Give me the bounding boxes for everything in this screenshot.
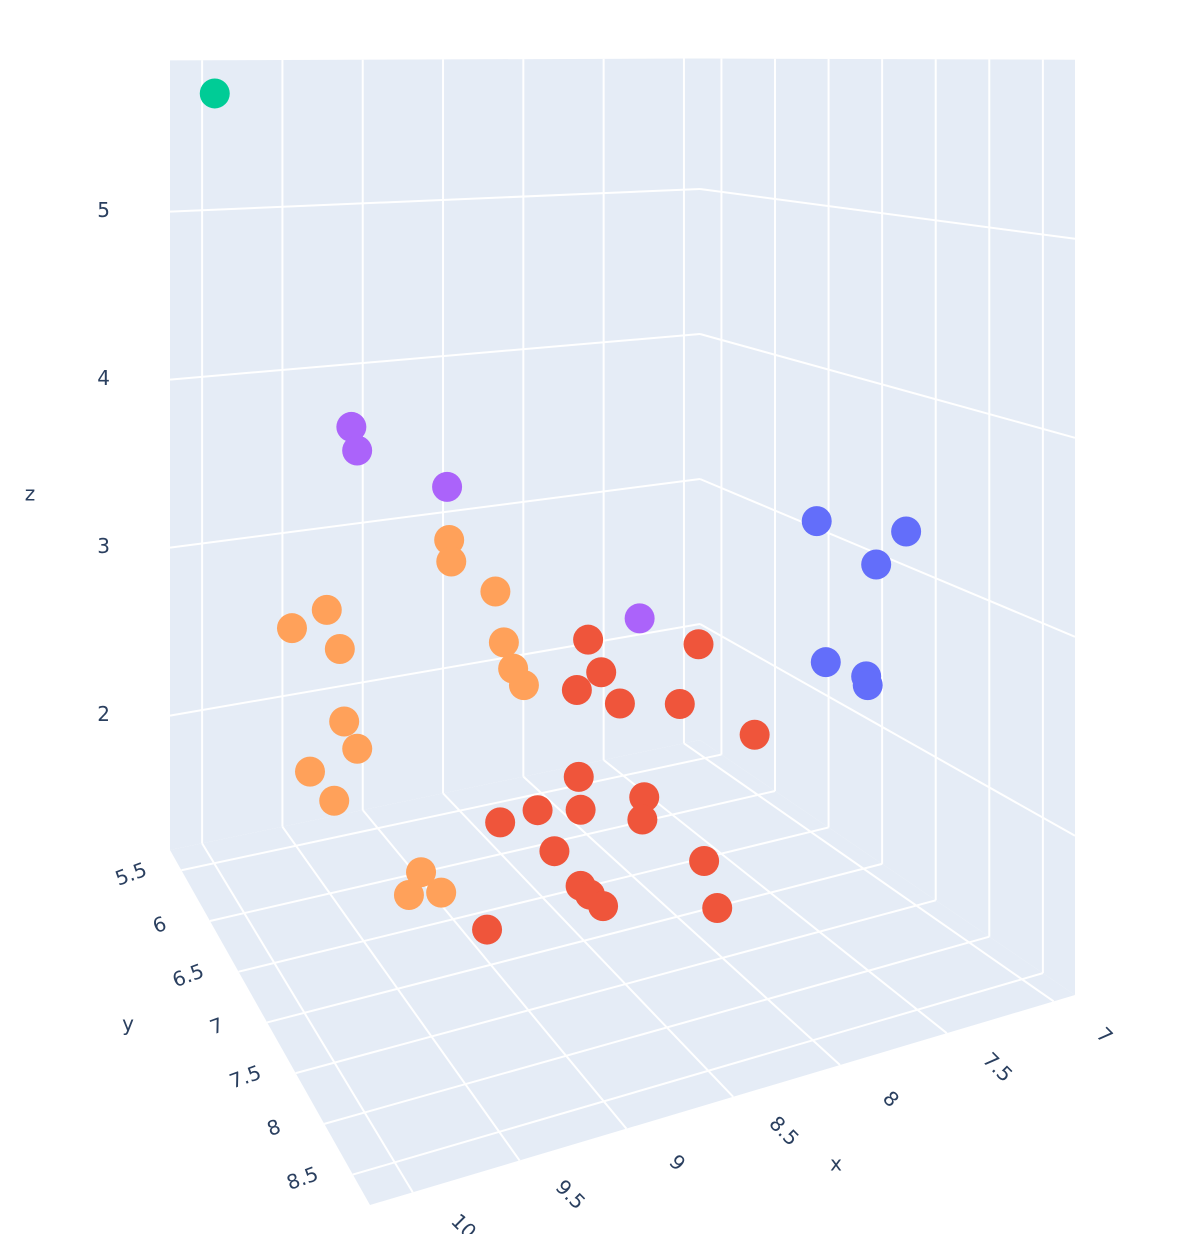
grid-line <box>603 759 948 1034</box>
grid-line <box>352 972 1044 1176</box>
grid-line <box>266 862 883 1024</box>
data-point <box>861 549 892 580</box>
x-tick-label: 7.5 <box>978 1047 1017 1086</box>
data-point <box>406 857 437 888</box>
grid-line <box>699 623 1076 837</box>
x-tick-label: 8.5 <box>765 1111 804 1150</box>
grid-line <box>683 742 1055 1003</box>
grid-line <box>238 826 829 973</box>
z-tick-label: 4 <box>97 366 110 390</box>
data-point <box>702 893 733 924</box>
data-point <box>629 782 660 813</box>
grid-line <box>181 753 722 872</box>
z-tick-label: 3 <box>97 534 110 558</box>
grid-line <box>361 809 628 1130</box>
y-tick-label: 6 <box>149 911 169 938</box>
scene-walls <box>170 58 1075 1205</box>
data-point <box>588 891 619 922</box>
data-point <box>522 795 553 826</box>
x-tick-label: 7 <box>1092 1022 1118 1048</box>
grid-line <box>169 478 701 549</box>
data-point <box>664 689 695 720</box>
data-point <box>485 807 516 838</box>
x-tick-label: 10 <box>446 1209 481 1234</box>
grid-line <box>295 899 936 1075</box>
x-axis-title: x <box>830 1152 842 1176</box>
data-point <box>689 846 720 877</box>
data-point <box>561 675 592 706</box>
data-point <box>604 688 635 719</box>
back-wall-right <box>700 58 1075 995</box>
data-point <box>573 624 604 655</box>
y-tick-label: 5.5 <box>112 857 150 890</box>
data-point <box>432 471 463 502</box>
data-point <box>565 794 596 825</box>
grid-line <box>281 826 521 1162</box>
x-tick-label: 9.5 <box>551 1175 590 1214</box>
data-point <box>342 435 373 466</box>
data-point <box>436 546 467 577</box>
data-point <box>426 877 457 908</box>
grid-line <box>169 623 701 717</box>
data-point <box>472 914 503 945</box>
y-tick-label: 8 <box>264 1114 284 1141</box>
data-point <box>488 627 519 658</box>
data-point <box>329 706 360 737</box>
data-point <box>810 647 841 678</box>
data-point <box>627 804 658 835</box>
grid-line <box>522 775 841 1066</box>
data-point <box>311 594 342 625</box>
data-point <box>342 733 373 764</box>
points <box>199 78 922 945</box>
data-point <box>324 634 355 665</box>
data-point <box>539 836 570 867</box>
grid-line <box>201 842 414 1193</box>
data-point <box>891 516 922 547</box>
data-point <box>801 506 832 537</box>
y-tick-label: 7 <box>207 1013 227 1040</box>
data-point <box>336 411 367 442</box>
x-tick-label: 9 <box>664 1150 690 1176</box>
data-point <box>624 603 655 634</box>
data-point <box>852 670 883 701</box>
grid-line <box>699 333 1076 439</box>
back-wall-left <box>170 58 700 850</box>
grid-line <box>324 935 990 1125</box>
grid <box>169 58 1076 1193</box>
grid-line <box>169 333 701 381</box>
data-point <box>276 613 307 644</box>
y-axis-title: y <box>122 1012 134 1036</box>
floor <box>170 740 1075 1205</box>
y-tick-label: 6.5 <box>169 959 207 992</box>
z-tick-label: 2 <box>97 702 110 726</box>
grid-line <box>442 792 734 1098</box>
data-point <box>434 524 465 555</box>
data-point <box>508 670 539 701</box>
data-point <box>480 576 511 607</box>
data-point <box>393 880 424 911</box>
data-point <box>295 756 325 787</box>
grid-line <box>209 790 776 922</box>
data-point <box>586 657 617 688</box>
y-tick-label: 8.5 <box>283 1161 321 1194</box>
y-tick-label: 7.5 <box>226 1060 264 1093</box>
z-tick-label: 5 <box>97 198 110 222</box>
grid-line <box>169 188 701 213</box>
x-tick-label: 8 <box>878 1086 904 1112</box>
data-point <box>683 629 714 660</box>
data-point <box>563 761 594 792</box>
grid-line <box>699 188 1076 240</box>
data-point <box>199 78 230 109</box>
z-axis-title: z <box>25 482 36 506</box>
data-point <box>739 719 770 750</box>
data-point <box>319 785 350 816</box>
